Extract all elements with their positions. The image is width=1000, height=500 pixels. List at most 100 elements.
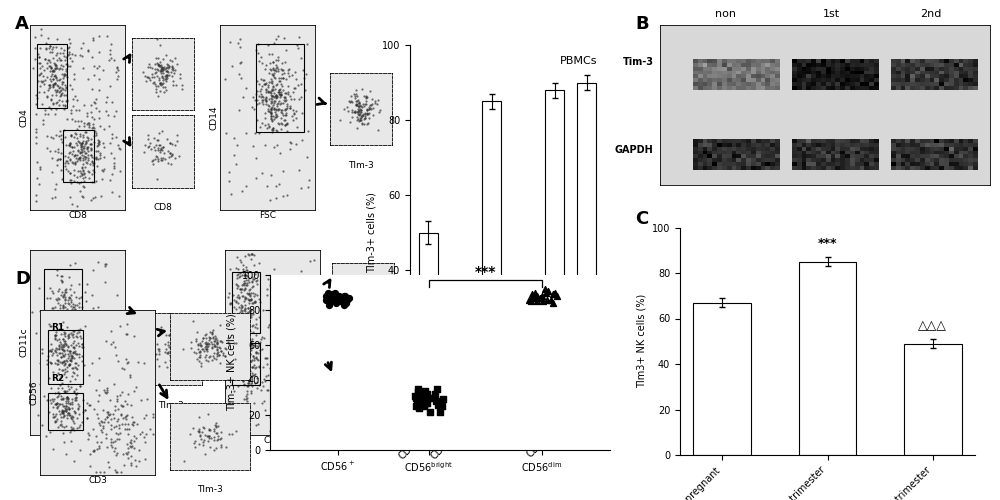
- Point: [236, 324, 252, 332]
- Point: [50, 384, 66, 392]
- Point: [301, 361, 317, 369]
- Point: [415, 400, 431, 408]
- Point: [275, 392, 291, 400]
- Point: [66, 337, 82, 345]
- Point: [230, 312, 246, 320]
- Point: [44, 154, 60, 162]
- Point: [62, 156, 78, 164]
- Point: [348, 291, 364, 299]
- Point: [262, 280, 278, 288]
- Point: [126, 432, 142, 440]
- Point: [68, 316, 84, 324]
- Point: [288, 75, 304, 83]
- Point: [259, 386, 275, 394]
- Point: [77, 406, 93, 414]
- Point: [228, 280, 244, 288]
- Point: [247, 297, 263, 305]
- Point: [37, 54, 53, 62]
- Point: [61, 326, 77, 334]
- Point: [268, 360, 284, 368]
- Point: [113, 468, 129, 475]
- Point: [42, 346, 58, 354]
- Point: [241, 296, 257, 304]
- Point: [75, 137, 91, 145]
- Point: [409, 397, 425, 405]
- Point: [237, 304, 253, 312]
- Point: [91, 328, 107, 336]
- Point: [64, 400, 80, 407]
- Point: [242, 290, 258, 298]
- Point: [106, 162, 122, 170]
- Point: [57, 162, 73, 170]
- Point: [91, 140, 107, 147]
- Point: [84, 358, 100, 366]
- Point: [351, 308, 367, 316]
- Point: [248, 90, 264, 98]
- Point: [198, 334, 214, 342]
- Point: [109, 63, 125, 71]
- Point: [301, 398, 317, 406]
- Point: [105, 338, 121, 346]
- Point: [191, 428, 207, 436]
- Point: [360, 288, 376, 296]
- Point: [47, 346, 63, 354]
- Point: [38, 46, 54, 54]
- Point: [104, 98, 120, 106]
- Point: [117, 397, 133, 405]
- Point: [238, 276, 254, 284]
- Point: [101, 122, 117, 130]
- Point: [275, 394, 291, 402]
- Point: [352, 297, 368, 305]
- Point: [120, 358, 136, 366]
- Point: [235, 268, 251, 276]
- Point: [258, 84, 274, 92]
- Point: [45, 444, 61, 452]
- Point: [54, 278, 70, 286]
- Point: [265, 386, 281, 394]
- Point: [33, 78, 49, 86]
- Point: [79, 144, 95, 152]
- Point: [59, 310, 75, 318]
- Point: [68, 396, 84, 404]
- Point: [199, 348, 215, 356]
- Point: [234, 304, 250, 312]
- Point: [45, 134, 61, 142]
- Point: [417, 399, 433, 407]
- Point: [57, 102, 73, 110]
- Point: [249, 280, 265, 287]
- Point: [351, 293, 367, 301]
- Point: [57, 365, 73, 373]
- Point: [65, 363, 81, 371]
- Point: [357, 365, 373, 373]
- Point: [140, 62, 156, 70]
- Point: [351, 382, 367, 390]
- Point: [352, 106, 368, 114]
- Point: [32, 380, 48, 388]
- Point: [251, 92, 267, 100]
- Point: [69, 142, 85, 150]
- Point: [54, 410, 70, 418]
- Point: [56, 106, 72, 114]
- Point: [251, 259, 267, 267]
- Point: [61, 330, 77, 338]
- Point: [259, 286, 275, 294]
- Point: [88, 386, 104, 394]
- Point: [34, 421, 50, 429]
- Point: [120, 454, 136, 462]
- Point: [264, 76, 280, 84]
- Point: [350, 108, 366, 116]
- Point: [71, 318, 87, 326]
- Point: [64, 114, 80, 122]
- Point: [66, 332, 82, 340]
- Point: [43, 348, 59, 356]
- Point: [54, 88, 70, 96]
- Point: [62, 309, 78, 317]
- Point: [261, 78, 277, 86]
- Point: [198, 338, 214, 346]
- Point: [69, 378, 85, 386]
- Point: [41, 418, 57, 426]
- Point: [42, 368, 58, 376]
- Point: [52, 381, 68, 389]
- Point: [263, 110, 279, 118]
- Point: [47, 322, 63, 330]
